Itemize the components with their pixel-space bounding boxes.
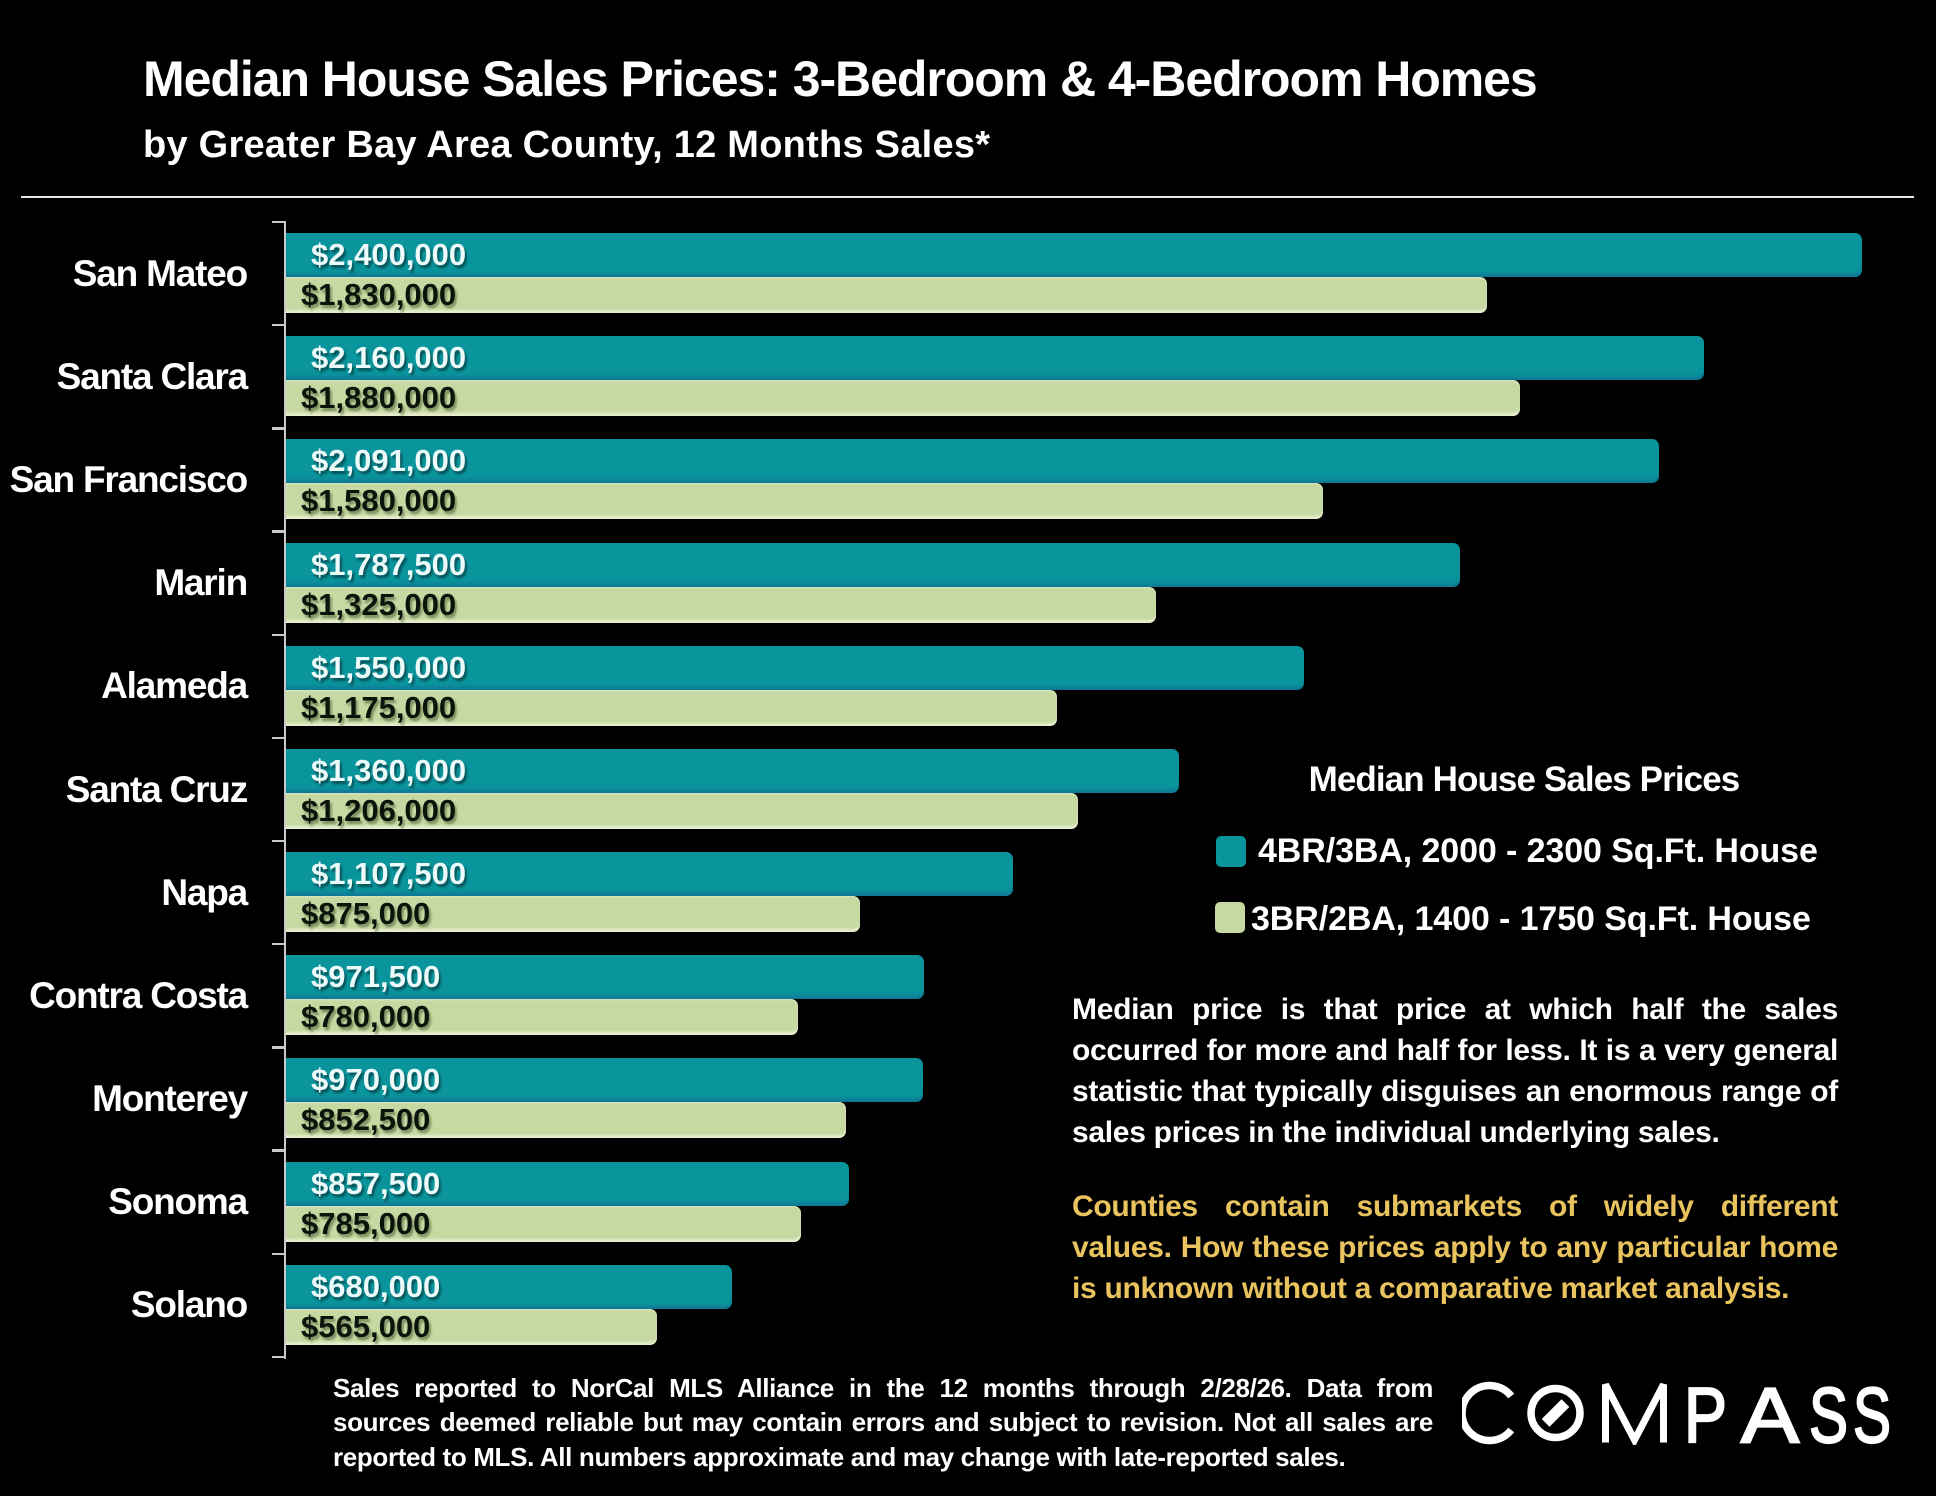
- svg-text:S: S: [1809, 1381, 1848, 1445]
- svg-text:S: S: [1853, 1381, 1891, 1445]
- svg-text:P: P: [1684, 1381, 1727, 1445]
- svg-text:A: A: [1741, 1381, 1799, 1445]
